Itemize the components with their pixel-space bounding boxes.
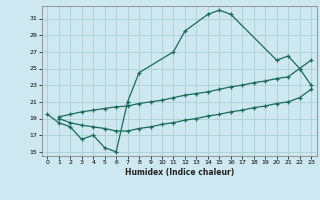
X-axis label: Humidex (Indice chaleur): Humidex (Indice chaleur) (124, 168, 234, 177)
